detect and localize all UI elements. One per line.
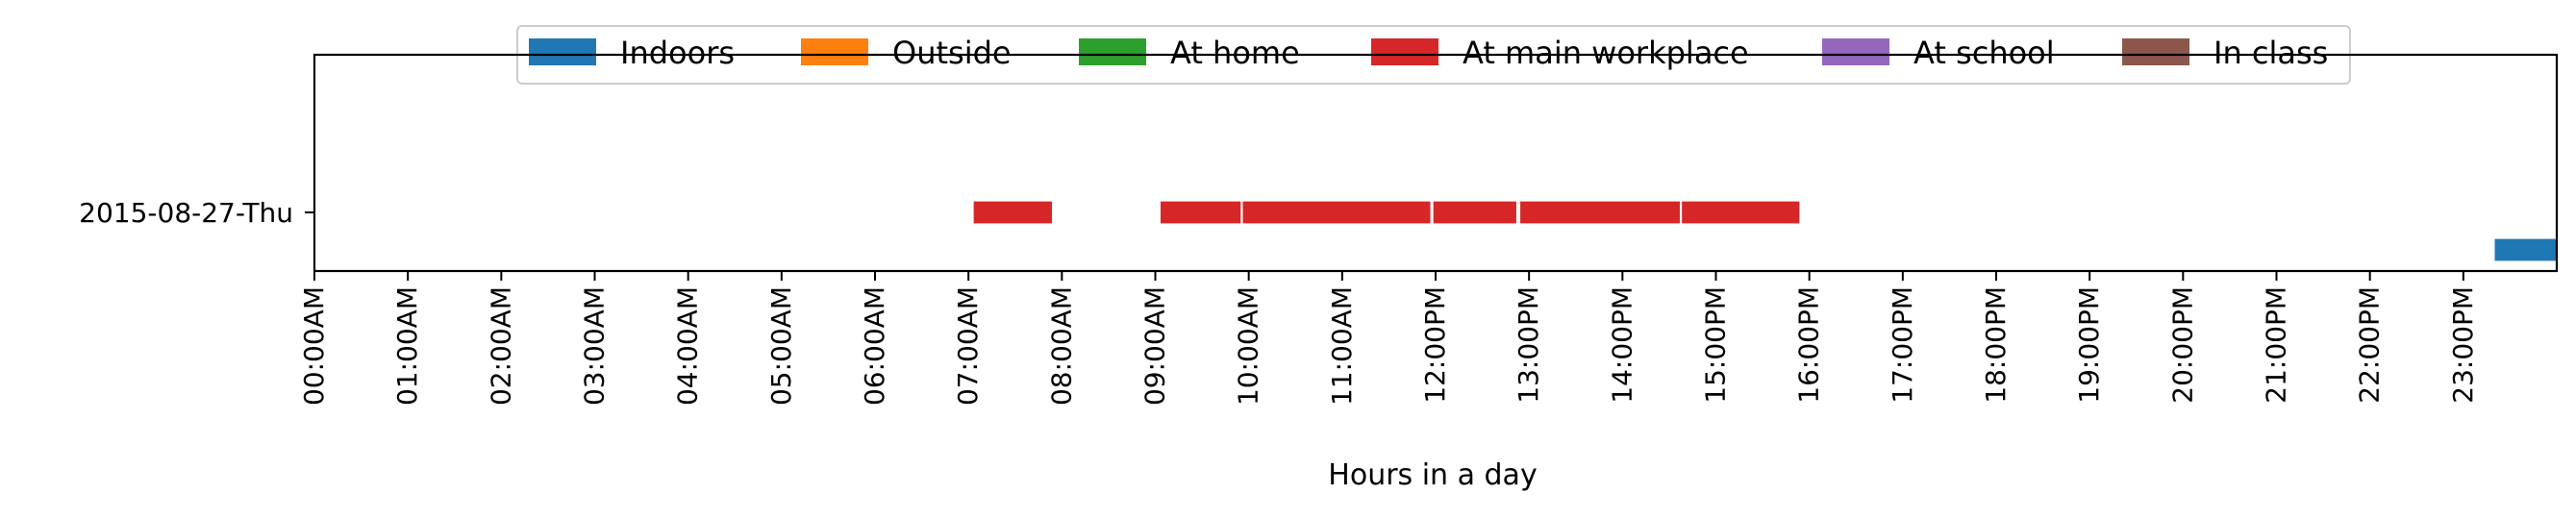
bar-at-main-workplace <box>1518 200 1682 225</box>
legend-label: At home <box>1170 35 1300 71</box>
x-tick-label: 00:00AM <box>298 286 330 406</box>
legend-swatch-outside <box>801 38 868 65</box>
y-tick-label: 2015-08-27-Thu <box>79 197 293 229</box>
x-tick-label: 07:00AM <box>952 286 984 406</box>
bar-at-main-workplace <box>1159 200 1242 225</box>
x-tick-label: 21:00PM <box>2261 286 2292 404</box>
legend-swatch-at-home <box>1079 38 1146 65</box>
x-tick-label: 16:00PM <box>1793 286 1825 404</box>
x-tick-label: 23:00PM <box>2447 286 2479 404</box>
x-axis-label: Hours in a day <box>1328 458 1537 492</box>
x-tick-label: 12:00PM <box>1419 286 1451 404</box>
bar-indoors <box>2493 237 2558 262</box>
x-tick-label: 13:00PM <box>1513 286 1544 404</box>
bar-at-main-workplace <box>1680 200 1801 225</box>
x-tick-label: 14:00PM <box>1606 286 1638 404</box>
x-tick-label: 04:00AM <box>672 286 704 406</box>
x-tick-label: 01:00AM <box>391 286 423 406</box>
legend-swatch-at-school <box>1822 38 1889 65</box>
legend-label: In class <box>2213 35 2328 71</box>
bar-at-main-workplace <box>1241 200 1432 225</box>
legend-swatch-in-class <box>2122 38 2189 65</box>
x-tick-label: 15:00PM <box>1700 286 1732 404</box>
x-tick-label: 11:00AM <box>1326 286 1358 406</box>
x-tick-label: 09:00AM <box>1139 286 1171 406</box>
x-tick-label: 06:00AM <box>859 286 890 406</box>
x-tick-label: 05:00AM <box>765 286 797 406</box>
x-tick-label: 08:00AM <box>1045 286 1077 406</box>
legend-label: Indoors <box>620 35 735 71</box>
bar-at-main-workplace <box>972 200 1054 225</box>
plot-frame <box>313 53 2559 273</box>
x-tick-label: 17:00PM <box>1887 286 1918 404</box>
plot-area <box>972 200 2558 262</box>
x-tick-label: 10:00AM <box>1233 286 1264 406</box>
y-axis: 2015-08-27-Thu <box>79 197 314 229</box>
x-tick-label: 22:00PM <box>2354 286 2386 404</box>
x-tick-label: 03:00AM <box>579 286 611 406</box>
x-axis: 00:00AM 01:00AM 02:00AM 03:00AM 04:00AM 05:00… <box>298 271 2479 406</box>
x-tick-label: 20:00PM <box>2166 286 2198 404</box>
x-tick-label: 18:00PM <box>1980 286 2012 404</box>
legend-label: At school <box>1913 35 2055 71</box>
legend-label: Outside <box>892 35 1012 71</box>
x-tick-label: 02:00AM <box>485 286 516 406</box>
legend-swatch-indoors <box>529 38 596 65</box>
legend-swatch-at-main-workplace <box>1371 38 1438 65</box>
legend-label: At main workplace <box>1463 35 1749 71</box>
bar-at-main-workplace <box>1432 200 1518 225</box>
x-tick-label: 19:00PM <box>2073 286 2105 404</box>
